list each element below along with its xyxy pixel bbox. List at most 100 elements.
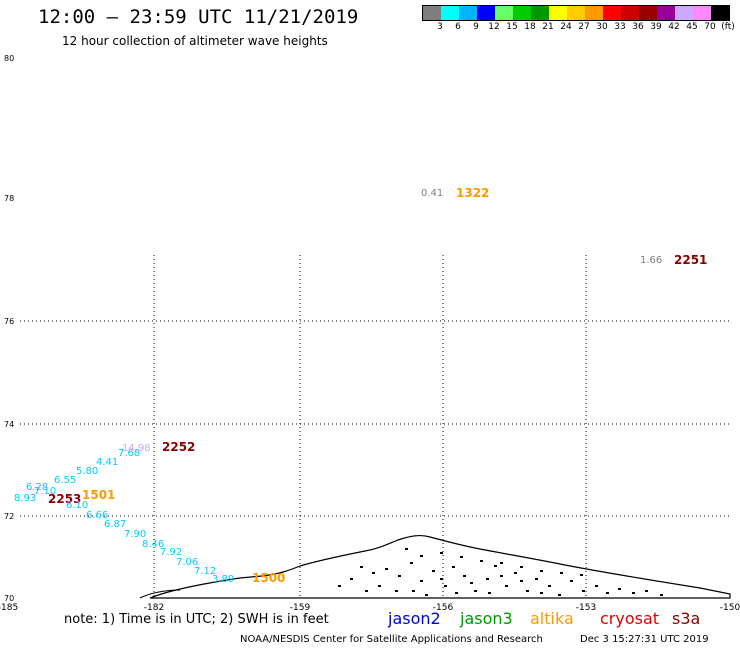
island	[480, 560, 483, 562]
island	[440, 552, 443, 554]
island	[452, 566, 455, 568]
island	[494, 565, 497, 567]
satellite-track-values: 7.684.415.806.55 6.287.108.93 6.106.666.87…	[14, 448, 234, 585]
satellite-label-jason3: jason3	[460, 609, 513, 628]
swh-value: 0.41	[421, 188, 443, 199]
island	[460, 556, 463, 558]
track-swh-value: 8.93	[14, 493, 36, 504]
track-swh-value: 7.90	[124, 529, 146, 540]
track-swh-value: 6.55	[54, 475, 76, 486]
track-swh-value: 8.46	[142, 539, 164, 550]
island	[444, 585, 447, 587]
island	[520, 566, 523, 568]
island	[338, 585, 341, 587]
legend-swatch	[513, 6, 531, 20]
legend-swatch	[441, 6, 459, 20]
island	[514, 572, 517, 574]
island	[455, 592, 458, 594]
coastline	[139, 534, 731, 599]
island	[606, 592, 609, 594]
island	[440, 578, 443, 580]
longitude-label: -153	[576, 603, 596, 613]
legend-tick-label: 9	[473, 22, 479, 32]
island	[500, 562, 503, 564]
longitude-label: -185	[0, 603, 18, 613]
map-title: 12:00 – 23:59 UTC 11/21/2019	[38, 6, 359, 28]
island	[432, 570, 435, 572]
island	[412, 590, 415, 592]
legend-tick-label: 70	[704, 22, 716, 32]
island	[548, 585, 551, 587]
island	[582, 590, 585, 592]
credit-line: NOAA/NESDIS Center for Satellite Applica…	[240, 634, 543, 645]
legend-swatch	[711, 6, 729, 20]
island	[618, 588, 621, 590]
legend-swatch	[621, 6, 639, 20]
map-subtitle: 12 hour collection of altimeter wave hei…	[62, 34, 328, 48]
legend-tick-label: 36	[632, 22, 644, 32]
island	[378, 585, 381, 587]
generation-timestamp: Dec 3 15:27:31 UTC 2019	[580, 634, 709, 645]
island	[470, 582, 473, 584]
legend-tick-label: (ft)	[721, 22, 735, 32]
graticule	[20, 255, 730, 598]
legend-swatch	[423, 6, 441, 20]
observation-labels: 0.41 1322 1.66 2251 14.98 2252 2253 1501 1500	[48, 186, 707, 585]
observation-time: 1500	[252, 571, 285, 585]
observation-time: 1501	[82, 488, 115, 502]
latitude-label: 74	[4, 420, 14, 429]
island	[420, 555, 423, 557]
island	[500, 575, 503, 577]
track-swh-value: 7.92	[160, 547, 182, 558]
legend-tick-label: 15	[506, 22, 518, 32]
longitude-label: -156	[433, 603, 454, 613]
track-swh-value: 7.10	[34, 486, 56, 497]
island	[463, 575, 466, 577]
island	[385, 568, 388, 570]
legend-swatch	[693, 6, 711, 20]
island	[570, 580, 573, 582]
coastline-path	[149, 534, 731, 599]
swh-value: 14.98	[122, 443, 151, 454]
observation-time: 2252	[162, 440, 195, 454]
island	[645, 590, 648, 592]
island	[520, 580, 523, 582]
track-swh-value: 6.66	[86, 510, 108, 521]
track-swh-value: 6.28	[26, 482, 48, 493]
island	[540, 570, 543, 572]
track-swh-value: 5.80	[76, 466, 98, 477]
legend-swatch	[459, 6, 477, 20]
satellite-label-jason2: jason2	[388, 609, 441, 628]
legend-tick-label: 3	[437, 22, 443, 32]
island	[410, 562, 413, 564]
legend-swatch	[477, 6, 495, 20]
footer-note: note: 1) Time is in UTC; 2) SWH is in fe…	[64, 612, 329, 627]
island	[535, 578, 538, 580]
legend-swatch	[495, 6, 513, 20]
legend-swatch	[657, 6, 675, 20]
legend-swatch	[585, 6, 603, 20]
legend-tick-label: 21	[542, 22, 554, 32]
satellite-label-altika: altika	[530, 609, 574, 628]
longitude-label: -182	[144, 603, 164, 613]
track-swh-value: 7.68	[118, 448, 140, 459]
island	[540, 592, 543, 594]
track-swh-value: 3.89	[212, 574, 234, 585]
island	[372, 572, 375, 574]
track-swh-value: 7.12	[194, 566, 216, 577]
longitude-label: -159	[290, 603, 311, 613]
latitude-label: 78	[4, 194, 14, 203]
island	[474, 590, 477, 592]
island	[425, 594, 428, 596]
longitude-label: -150	[720, 603, 740, 613]
legend-tick-label: 45	[686, 22, 698, 32]
legend-tick-label: 39	[650, 22, 662, 32]
island	[405, 548, 408, 550]
track-swh-value: 6.10	[66, 500, 88, 511]
wave-height-color-legend	[422, 5, 730, 21]
island	[488, 592, 491, 594]
axis-labels: 80 78 76 74 72 70-185 -182 -159 -156 -153 -150	[0, 54, 740, 613]
swh-value: 1.66	[640, 255, 662, 266]
island	[350, 578, 353, 580]
